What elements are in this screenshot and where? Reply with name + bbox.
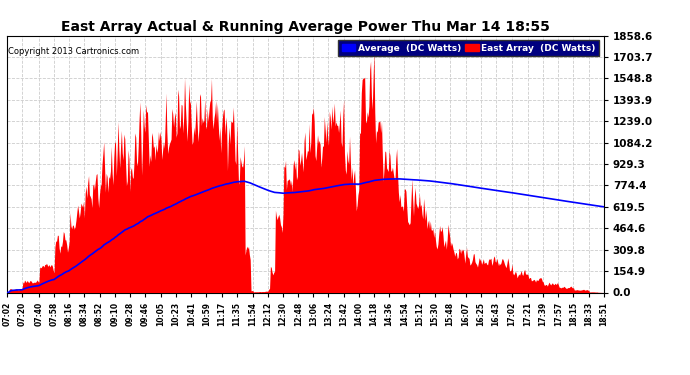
Title: East Array Actual & Running Average Power Thu Mar 14 18:55: East Array Actual & Running Average Powe… [61,21,550,34]
Text: Copyright 2013 Cartronics.com: Copyright 2013 Cartronics.com [8,47,139,56]
Legend: Average  (DC Watts), East Array  (DC Watts): Average (DC Watts), East Array (DC Watts… [338,40,599,56]
